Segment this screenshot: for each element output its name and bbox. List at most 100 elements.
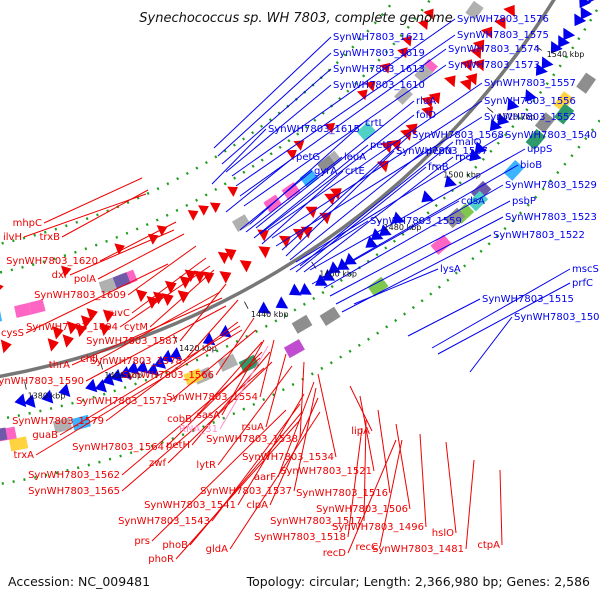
kbp-tick-label: 1540 kbp bbox=[547, 50, 585, 59]
reverse-leader-line bbox=[347, 439, 397, 554]
forward-gene-marker bbox=[392, 211, 405, 224]
forward-gene-marker bbox=[94, 379, 107, 393]
forward-label: frnB bbox=[428, 162, 449, 173]
forward-label: crtL bbox=[365, 118, 385, 129]
forward-label: SynWH7803_1613 bbox=[333, 64, 425, 75]
forward-gene-marker bbox=[574, 13, 587, 27]
reverse-label: clpA bbox=[247, 500, 269, 511]
reverse-gene-marker bbox=[417, 19, 429, 30]
reverse-label: phoB bbox=[162, 540, 188, 551]
reverse-label: SynWH7803_1579 bbox=[12, 416, 104, 427]
reverse-leader-line bbox=[59, 325, 241, 436]
gene-color-block bbox=[281, 182, 301, 201]
reverse-label: prs bbox=[134, 536, 150, 547]
forward-gene-marker bbox=[102, 372, 115, 386]
reverse-leader-line bbox=[499, 469, 503, 546]
reverse-label: recD bbox=[323, 548, 347, 559]
kbp-tick-mark bbox=[99, 361, 103, 370]
forward-gene-marker bbox=[421, 190, 434, 203]
reverse-leader-line bbox=[127, 245, 197, 296]
reverse-leader-line bbox=[349, 385, 373, 432]
reverse-leader-line bbox=[395, 423, 411, 510]
reverse-label: SynWH7803_1609 bbox=[34, 290, 126, 301]
reverse-label: SynWH7803_1521 bbox=[280, 466, 372, 477]
kbp-tick-mark bbox=[244, 301, 249, 309]
reverse-label: SynWH7803_1620 bbox=[6, 256, 98, 267]
reverse-label: ruvC bbox=[107, 308, 130, 319]
forward-label: petF bbox=[370, 140, 392, 151]
forward-gene-marker bbox=[275, 296, 289, 309]
forward-gene-marker bbox=[579, 0, 592, 8]
reverse-leader-line bbox=[119, 265, 211, 328]
forward-leader-line bbox=[289, 150, 425, 261]
reverse-label: SynWH7803_1590 bbox=[0, 376, 84, 387]
rna-leader-line bbox=[219, 345, 269, 430]
forward-leader-line bbox=[323, 184, 504, 289]
reverse-label: aarF bbox=[254, 472, 276, 483]
topology-text: Topology: circular; Length: 2,366,980 bp… bbox=[246, 574, 590, 589]
reverse-gene-marker bbox=[80, 315, 93, 329]
reverse-label: cobB bbox=[167, 414, 192, 425]
forward-label: bioB bbox=[520, 160, 542, 171]
gene-color-block bbox=[98, 277, 117, 294]
reverse-leader-line bbox=[151, 409, 287, 542]
forward-gene-marker bbox=[525, 89, 537, 102]
rna-label: RNA_31 bbox=[179, 424, 218, 435]
reverse-leader-line bbox=[121, 367, 265, 492]
reverse-gene-marker bbox=[202, 271, 215, 284]
reverse-gene-marker bbox=[102, 309, 115, 323]
reverse-leader-line bbox=[299, 361, 305, 440]
forward-leader-line bbox=[253, 144, 369, 239]
forward-label: SynWH7803_1574 bbox=[448, 44, 540, 55]
kbp-tick-label: 1520 kbp bbox=[498, 113, 536, 122]
reverse-leader-line bbox=[99, 221, 177, 262]
gene-color-block bbox=[430, 234, 452, 255]
reverse-label: SynWH7803_1534 bbox=[242, 452, 334, 463]
reverse-gene-marker bbox=[135, 289, 148, 303]
reverse-gene-marker bbox=[258, 246, 271, 259]
reverse-gene-marker bbox=[224, 248, 237, 261]
reverse-label: cytM bbox=[124, 322, 148, 333]
gene-color-block bbox=[217, 353, 239, 372]
gene-color-block bbox=[232, 214, 251, 232]
forward-leader-line bbox=[281, 134, 411, 251]
forward-gene-marker bbox=[444, 175, 457, 188]
reverse-gene-marker bbox=[0, 339, 12, 354]
gene-color-block bbox=[465, 0, 484, 20]
forward-gene-marker bbox=[110, 368, 123, 383]
backbone-rings bbox=[0, 0, 600, 486]
reverse-gene-marker bbox=[423, 8, 434, 20]
forward-gene-marker bbox=[365, 235, 379, 248]
forward-leader-line bbox=[311, 200, 460, 285]
forward-gene-marker bbox=[119, 366, 132, 380]
reverse-gene-marker bbox=[380, 141, 393, 154]
reverse-gene-marker bbox=[217, 251, 230, 265]
forward-leader-line bbox=[231, 18, 456, 177]
forward-label: SynWH7803_1568 bbox=[412, 130, 504, 141]
kbp-tick-label: 1480 kbp bbox=[384, 223, 422, 232]
reverse-label: hslO bbox=[432, 528, 454, 539]
reverse-gene-marker bbox=[187, 210, 199, 221]
kbp-tick-mark bbox=[486, 107, 494, 113]
reverse-label: petH bbox=[166, 440, 190, 451]
reverse-label: trxB bbox=[39, 232, 60, 243]
reverse-gene-marker bbox=[52, 326, 64, 340]
gene-color-block bbox=[299, 169, 319, 188]
kbp-tick-mark bbox=[535, 45, 543, 51]
forward-leader-line bbox=[437, 282, 571, 355]
forward-label: SynWH7803_1619 bbox=[333, 48, 425, 59]
reverse-leader-line bbox=[35, 329, 243, 456]
forward-leader-line bbox=[303, 156, 454, 273]
forward-gene-marker bbox=[127, 361, 140, 375]
forward-gene-marker bbox=[153, 355, 167, 369]
forward-gene-marker bbox=[41, 389, 54, 404]
forward-leader-line bbox=[341, 234, 492, 313]
reverse-gene-marker bbox=[459, 78, 472, 91]
reverse-label: guaB bbox=[32, 430, 58, 441]
gene-color-block bbox=[554, 103, 575, 125]
kbp-tick-label: 1380 kbp bbox=[28, 391, 66, 400]
gene-color-block bbox=[52, 417, 73, 434]
forward-gene-marker bbox=[497, 113, 510, 126]
forward-label: folD bbox=[416, 110, 436, 121]
forward-gene-marker bbox=[563, 27, 576, 41]
